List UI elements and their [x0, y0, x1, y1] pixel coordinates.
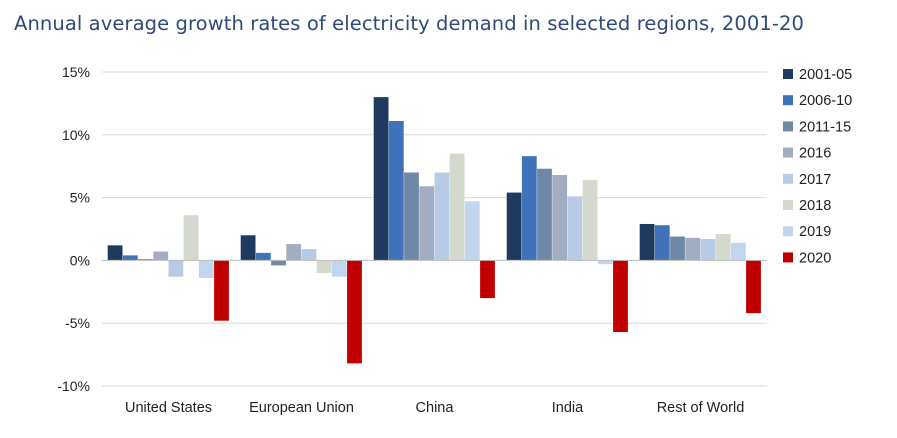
bar — [286, 244, 302, 261]
category-label: India — [552, 400, 584, 416]
bar — [255, 252, 271, 261]
bar — [168, 260, 184, 277]
bar — [685, 237, 701, 261]
bar — [138, 259, 153, 261]
legend-swatch — [783, 173, 793, 184]
bar — [404, 172, 419, 261]
y-tick-label: -10% — [57, 378, 90, 394]
y-tick-label: 15% — [62, 64, 90, 80]
legend-swatch — [783, 69, 793, 79]
legend-swatch — [783, 226, 793, 237]
category-label: United States — [125, 400, 212, 416]
legend-label: 2016 — [799, 146, 831, 162]
y-tick-label: 5% — [70, 190, 90, 206]
legend-label: 2011-15 — [799, 119, 851, 135]
bars — [107, 97, 761, 364]
legend-swatch — [783, 200, 793, 210]
bar — [122, 255, 138, 261]
legend-label: 2006-10 — [799, 93, 852, 109]
bar — [331, 260, 347, 277]
bar — [521, 156, 537, 261]
bar — [198, 260, 214, 278]
bar — [464, 201, 480, 261]
bar — [107, 245, 123, 261]
legend-label: 2017 — [799, 172, 831, 188]
chart-title: Annual average growth rates of electrici… — [14, 12, 804, 35]
legend: 2001-05 2006-10 2011-15 2016 2017 2018 2019 202… — [783, 67, 852, 266]
legend-label: 2001-05 — [799, 67, 852, 83]
bar — [449, 153, 465, 261]
bar — [480, 260, 495, 299]
bar — [214, 260, 229, 321]
y-axis-ticks: 15% 10% 5% 0% -5% -10% — [57, 64, 90, 394]
bar — [567, 196, 583, 261]
bar — [301, 249, 317, 261]
bar — [388, 120, 404, 261]
legend-swatch — [783, 147, 793, 158]
bar — [271, 260, 286, 266]
legend-swatch — [783, 252, 793, 263]
bar — [419, 186, 435, 261]
legend-label: 2019 — [799, 224, 831, 240]
y-tick-label: -5% — [65, 315, 90, 331]
bar — [373, 97, 389, 261]
y-tick-label: 0% — [70, 252, 90, 268]
legend-swatch — [783, 95, 793, 106]
bar — [654, 225, 670, 261]
bar — [347, 260, 362, 364]
bar — [670, 236, 685, 261]
bar — [597, 260, 613, 265]
bar — [582, 180, 598, 261]
bar — [552, 174, 568, 261]
y-tick-label: 10% — [62, 127, 90, 143]
bar — [506, 192, 522, 261]
bar — [700, 239, 716, 261]
legend-label: 2020 — [799, 250, 831, 266]
category-label: China — [416, 400, 455, 416]
bar — [639, 223, 655, 261]
category-label: European Union — [249, 400, 354, 416]
legend-label: 2018 — [799, 198, 831, 214]
category-labels: United States European Union China India Res… — [125, 400, 744, 416]
bar — [183, 215, 199, 261]
bar — [434, 172, 450, 261]
legend-swatch — [783, 121, 793, 132]
bar — [316, 260, 332, 273]
bar — [746, 260, 761, 314]
bar — [715, 234, 731, 261]
bar — [153, 251, 169, 261]
category-label: Rest of World — [657, 400, 745, 416]
bar — [613, 260, 628, 332]
bar — [537, 168, 552, 261]
bar — [730, 242, 746, 261]
bar — [240, 235, 256, 261]
